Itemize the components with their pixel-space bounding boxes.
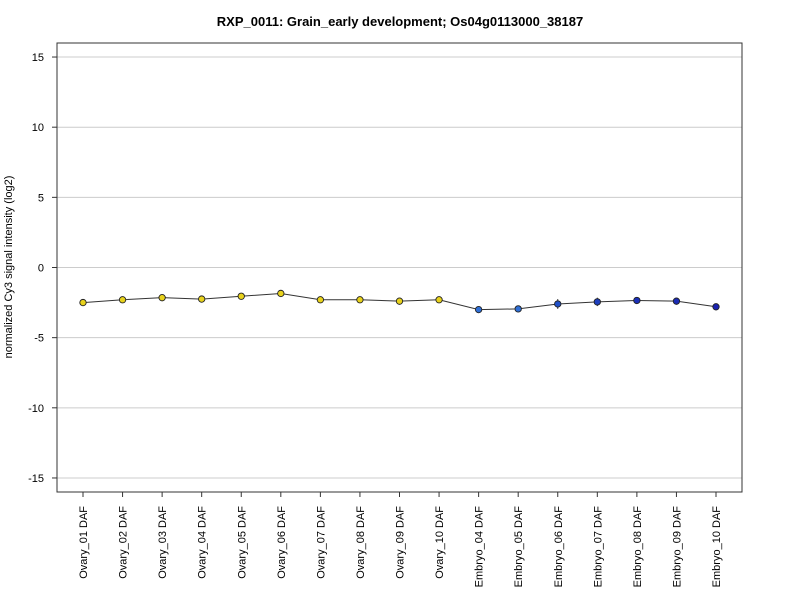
x-tick-label: Embryo_10 DAF [711, 506, 723, 588]
y-tick-label: -15 [28, 473, 44, 485]
data-point [237, 292, 245, 300]
y-axis: 15 10 5 0 -5 -10 -15 [28, 52, 57, 485]
y-tick-label: 5 [38, 192, 44, 204]
data-point [118, 296, 127, 304]
data-point [712, 303, 720, 311]
data-point [158, 294, 166, 302]
data-point [514, 305, 522, 313]
y-tick-label: -5 [34, 333, 44, 345]
data-point [395, 297, 404, 305]
x-tick-label: Ovary_10 DAF [434, 506, 446, 579]
grid-lines [57, 56, 742, 479]
series [79, 289, 720, 314]
data-point [593, 298, 601, 306]
x-tick-label: Ovary_05 DAF [236, 506, 248, 579]
data-point [316, 296, 325, 304]
y-tick-label: 0 [38, 263, 44, 275]
x-tick-label: Ovary_08 DAF [355, 506, 367, 579]
x-tick-label: Embryo_05 DAF [513, 506, 525, 588]
x-tick-label: Embryo_09 DAF [671, 506, 683, 588]
data-point [79, 298, 87, 307]
x-tick-label: Embryo_07 DAF [592, 506, 604, 588]
x-tick-label: Ovary_09 DAF [395, 506, 407, 579]
x-tick-label: Embryo_08 DAF [632, 506, 644, 588]
chart-title: RXP_0011: Grain_early development; Os04g… [217, 14, 583, 29]
data-point [435, 296, 443, 304]
data-point [474, 305, 483, 314]
x-tick-label: Ovary_01 DAF [78, 506, 90, 579]
x-axis: Ovary_01 DAF Ovary_02 DAF Ovary_03 DAF Ovar… [78, 492, 723, 587]
data-point [198, 295, 206, 303]
y-axis-label: normalized Cy3 signal intensity (log2) [3, 176, 15, 359]
y-tick-label: 15 [32, 52, 44, 64]
x-tick-label: Embryo_06 DAF [553, 506, 565, 588]
data-point [633, 296, 641, 305]
y-tick-label: 10 [32, 122, 44, 134]
x-tick-label: Ovary_02 DAF [118, 506, 130, 579]
x-tick-label: Embryo_04 DAF [474, 506, 486, 588]
x-tick-label: Ovary_04 DAF [197, 506, 209, 579]
x-tick-label: Ovary_07 DAF [315, 506, 327, 579]
data-point [672, 297, 681, 305]
data-point [554, 300, 562, 308]
x-tick-label: Ovary_06 DAF [276, 506, 288, 579]
y-tick-label: -10 [28, 403, 44, 415]
x-tick-label: Ovary_03 DAF [157, 506, 169, 579]
data-point [356, 296, 364, 304]
data-point [277, 289, 285, 298]
